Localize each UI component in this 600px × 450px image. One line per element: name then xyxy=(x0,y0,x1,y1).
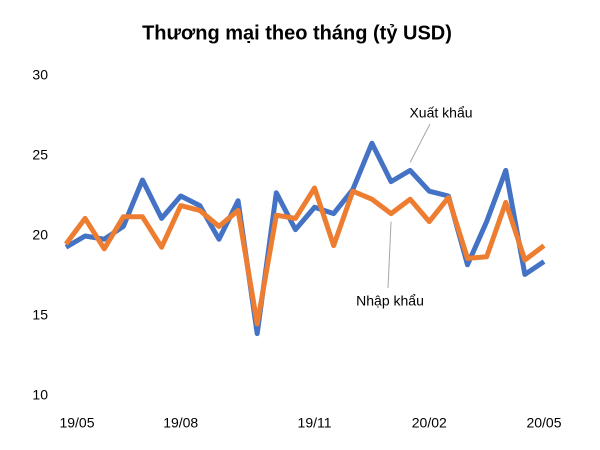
legend-label: Xuất khẩu xyxy=(409,105,472,121)
x-tick-label: 19/11 xyxy=(298,415,332,431)
x-tick-label: 19/08 xyxy=(163,415,198,431)
series-line xyxy=(63,185,546,327)
x-tick-label: 19/05 xyxy=(59,415,94,431)
annotation-leader xyxy=(387,221,392,289)
x-tick-label: 20/05 xyxy=(526,415,561,431)
series-line xyxy=(64,140,546,337)
y-tick-label: 20 xyxy=(32,227,48,243)
y-tick-label: 25 xyxy=(32,147,48,163)
x-tick-label: 20/02 xyxy=(412,415,447,431)
chart-title: Thương mại theo tháng (tỷ USD) xyxy=(142,22,452,44)
annotation-leader xyxy=(409,123,431,163)
y-tick-label: 15 xyxy=(32,307,48,323)
y-tick-label: 30 xyxy=(32,67,48,83)
legend-label: Nhập khẩu xyxy=(356,293,424,309)
y-tick-label: 10 xyxy=(32,387,48,403)
